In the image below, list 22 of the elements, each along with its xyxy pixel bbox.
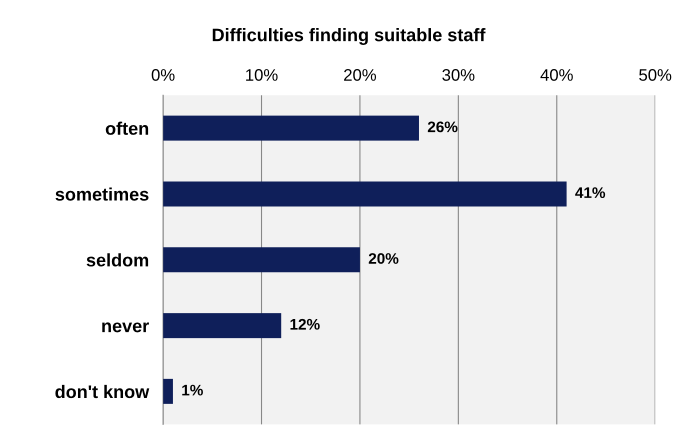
x-tick-label: 40% <box>540 69 573 81</box>
data-label: 26% <box>428 121 458 132</box>
bar <box>163 181 567 206</box>
x-tick-label: 0% <box>152 69 175 81</box>
y-tick-label: often <box>106 122 148 135</box>
bar <box>163 313 282 338</box>
y-tick-label: seldom <box>86 253 148 267</box>
x-tick-label: 30% <box>442 69 474 81</box>
bar <box>163 378 173 404</box>
data-label: 12% <box>290 318 320 330</box>
bar <box>163 116 419 141</box>
chart-title: Difficulties finding suitable staff <box>212 28 486 45</box>
x-tick-label: 50% <box>639 69 672 81</box>
y-tick-label: don't know <box>55 384 150 398</box>
data-label: 41% <box>575 187 606 198</box>
data-label: 1% <box>182 384 203 396</box>
y-tick-label: never <box>102 322 149 332</box>
y-tick-label: sometimes <box>56 187 148 201</box>
data-label: 20% <box>368 253 398 264</box>
x-tick-label: 10% <box>246 69 278 81</box>
x-tick-label: 20% <box>344 69 376 81</box>
bar <box>163 247 360 272</box>
